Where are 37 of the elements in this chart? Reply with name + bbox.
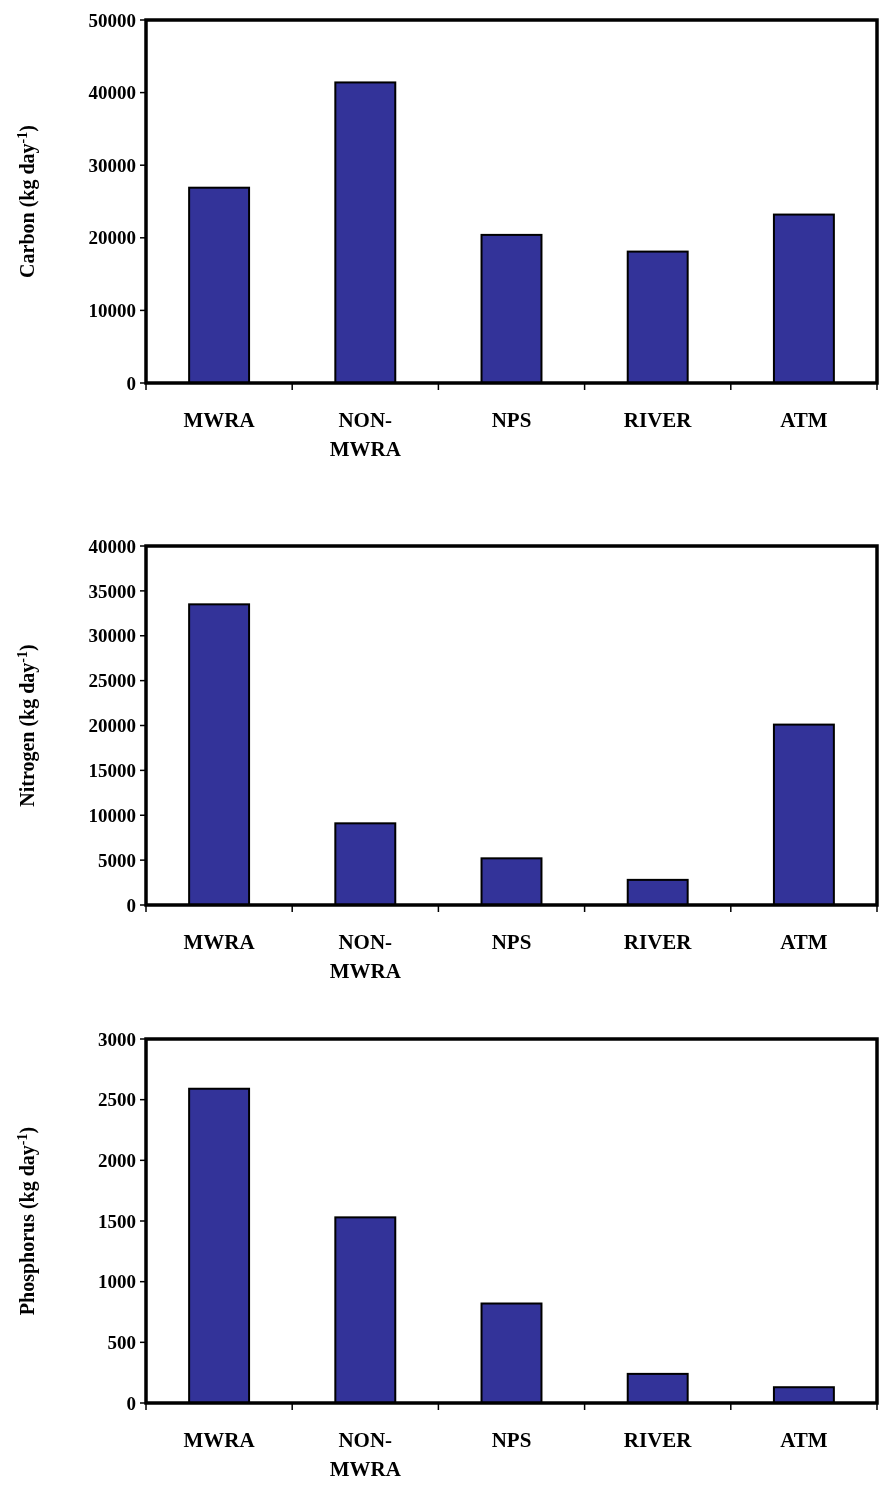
x-tick-label: NPS [491, 930, 532, 954]
x-tick-label: MWRA [183, 1428, 256, 1452]
y-tick-label: 40000 [88, 82, 136, 104]
x-tick-label: NPS [491, 1428, 532, 1452]
y-tick-label: 15000 [88, 760, 136, 782]
x-tick-label: ATM [780, 408, 828, 432]
x-tick-label: RIVER [623, 1428, 693, 1452]
y-tick-label: 0 [126, 894, 136, 916]
x-tick-label: MWRA [183, 930, 256, 954]
y-tick-label: 25000 [88, 670, 136, 692]
y-tick-label: 10000 [88, 804, 136, 826]
x-tick-label: RIVER [623, 930, 693, 954]
y-tick-label: 20000 [88, 227, 136, 249]
y-tick-label: 1500 [98, 1210, 136, 1232]
y-tick-label: 500 [107, 1331, 136, 1353]
y-tick-label: 10000 [88, 300, 136, 322]
y-tick-label: 50000 [88, 9, 136, 31]
y-tick-label: 35000 [88, 580, 136, 602]
x-tick-label: NON-MWRA [329, 930, 402, 983]
x-tick-label: NPS [491, 408, 532, 432]
y-tick-label: 40000 [88, 535, 136, 557]
y-tick-label: 2000 [98, 1149, 136, 1171]
x-tick-label: NON-MWRA [329, 1428, 402, 1481]
y-tick-label: 5000 [98, 849, 136, 871]
y-tick-label: 30000 [88, 154, 136, 176]
y-tick-label: 20000 [88, 715, 136, 737]
x-tick-label: RIVER [623, 408, 693, 432]
y-tick-label: 2500 [98, 1089, 136, 1111]
y-tick-label: 1000 [98, 1271, 136, 1293]
x-tick-label: NON-MWRA [329, 408, 402, 461]
y-tick-label: 0 [126, 1392, 136, 1414]
x-tick-label: ATM [780, 1428, 828, 1452]
y-tick-label: 30000 [88, 625, 136, 647]
x-tick-label: ATM [780, 930, 828, 954]
x-tick-label: MWRA [183, 408, 256, 432]
y-tick-label: 3000 [98, 1028, 136, 1050]
y-tick-label: 0 [126, 372, 136, 394]
